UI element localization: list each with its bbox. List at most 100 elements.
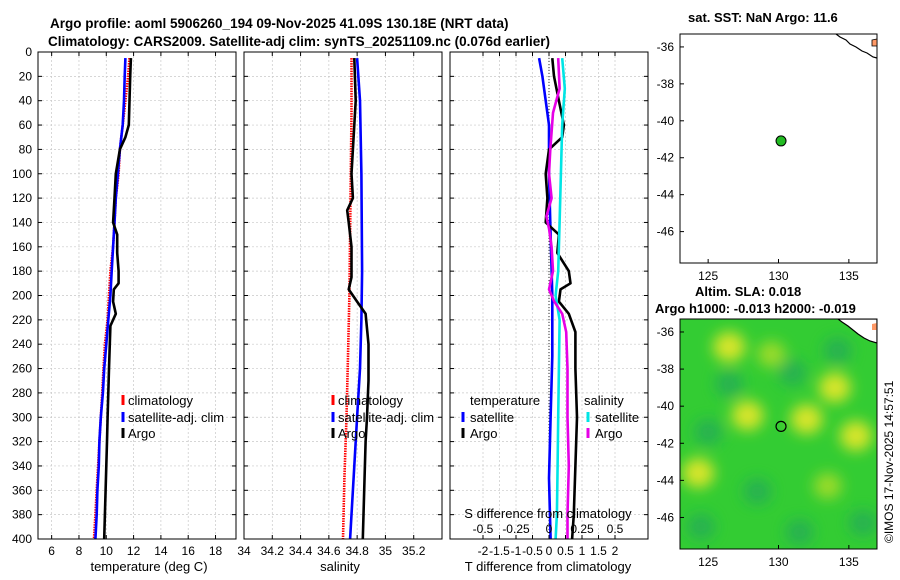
series-line-argo-salinity-	[545, 58, 571, 539]
legend-label-argo: Argo	[338, 426, 365, 441]
sst-map-title: sat. SST: NaN Argo: 11.6	[688, 10, 838, 25]
y-tick-label: 380	[12, 508, 32, 522]
sla-anomaly-mid	[813, 472, 842, 499]
map-x-tick-label: 125	[698, 269, 718, 283]
sla-anomaly-low	[743, 478, 772, 505]
s-tick-label: 0.25	[570, 522, 594, 536]
sla-land-patch	[872, 323, 877, 330]
map-y-tick-label: -42	[657, 151, 675, 165]
s-tick-label: 0	[546, 522, 553, 536]
x-tick-label: -2	[478, 544, 489, 558]
x-tick-label: 6	[48, 544, 55, 558]
x-tick-label: 34	[237, 544, 251, 558]
s-difference-axis-label: S difference from climatology	[464, 506, 632, 521]
y-tick-label: 360	[12, 483, 32, 497]
x-tick-label: 34.6	[317, 544, 341, 558]
map-y-tick-label: -46	[657, 225, 675, 239]
y-tick-label: 320	[12, 435, 32, 449]
sla-coastline	[837, 319, 877, 344]
map-x-tick-label: 130	[768, 269, 788, 283]
series-line-argo	[345, 58, 370, 540]
map-y-tick-label: -36	[657, 325, 675, 339]
sla-anomaly-low	[823, 337, 852, 364]
sla-anomaly-high	[790, 404, 823, 435]
x-tick-label: 10	[100, 544, 114, 558]
sla-map-subtitle: Argo h1000: -0.013 h2000: -0.019	[655, 301, 856, 316]
sla-map: 125 130 135 -36 -38 -40 -42 -44 -46	[657, 318, 878, 569]
legend-label-climatology: climatology	[338, 393, 404, 408]
sla-anomaly-high	[818, 372, 851, 403]
series-line-satellite-salinity-	[554, 57, 567, 540]
series-line-satellite-adj-clim	[94, 58, 127, 540]
x-tick-label: -1	[511, 544, 522, 558]
salinity-panel: 34 34.2 34.4 34.6 34.8 35 35.2 salinity climat…	[237, 51, 443, 574]
y-tick-label: 120	[12, 191, 32, 205]
x-tick-label: 34.8	[345, 544, 369, 558]
x-tick-label: 12	[127, 544, 141, 558]
map-x-tick-label: 135	[839, 269, 859, 283]
sst-map: 125 130 135 -36 -38 -40 -42 -44 -46	[657, 33, 878, 283]
figure-title-line2: Climatology: CARS2009. Satellite-adj cli…	[48, 34, 550, 49]
sla-anomaly-low	[694, 419, 723, 446]
t-difference-axis-label: T difference from climatology	[465, 559, 632, 574]
map-y-tick-label: -40	[657, 114, 675, 128]
legend-label-s-argo: Argo	[595, 426, 622, 441]
s-tick-label: -0.5	[473, 522, 494, 536]
x-tick-label: 16	[182, 544, 196, 558]
legend-label-satellite: satellite-adj. clim	[338, 410, 434, 425]
s-tick-label: 0.5	[607, 522, 624, 536]
x-tick-label: 1.5	[590, 544, 607, 558]
y-tick-label: 180	[12, 264, 32, 278]
x-tick-label: 14	[154, 544, 168, 558]
map-x-tick-label: 125	[698, 555, 718, 569]
map-y-tick-label: -44	[657, 188, 675, 202]
x-tick-label: 2	[612, 544, 619, 558]
sla-anomaly-low	[715, 370, 744, 397]
sla-anomaly-high	[713, 331, 746, 362]
map-x-tick-label: 130	[768, 555, 788, 569]
sla-anomaly-mid	[757, 341, 786, 368]
map-y-tick-label: -42	[657, 436, 675, 450]
y-tick-label: 220	[12, 313, 32, 327]
temperature-axis-label: temperature (deg C)	[90, 559, 207, 574]
y-tick-label: 400	[12, 532, 32, 546]
map-y-tick-label: -38	[657, 362, 675, 376]
x-tick-label: 35.2	[402, 544, 426, 558]
sla-map-title: Altim. SLA: 0.018	[695, 284, 801, 299]
y-tick-label: 300	[12, 410, 32, 424]
x-tick-label: -0.5	[522, 544, 543, 558]
sst-coastline	[835, 33, 878, 59]
x-tick-label: -1.5	[489, 544, 510, 558]
map-y-tick-label: -40	[657, 399, 675, 413]
map-y-tick-label: -46	[657, 510, 675, 524]
x-tick-label: 8	[76, 544, 83, 558]
sla-anomaly-low	[778, 359, 807, 386]
x-tick-label: 0.5	[557, 544, 574, 558]
map-y-tick-label: -38	[657, 77, 675, 91]
x-tick-label: 1	[579, 544, 586, 558]
sla-anomaly-low	[848, 510, 877, 537]
y-tick-label: 160	[12, 240, 32, 254]
legend-label-s-satellite: satellite	[595, 410, 639, 425]
y-tick-label: 40	[19, 94, 33, 108]
x-tick-label: 34.4	[289, 544, 313, 558]
sst-map-background	[679, 33, 878, 264]
y-tick-label: 340	[12, 459, 32, 473]
series-line-climatology	[341, 58, 353, 540]
salinity-axis-label: salinity	[320, 559, 360, 574]
sla-anomaly-high	[682, 457, 715, 488]
s-tick-label: -0.25	[502, 522, 530, 536]
legend-heading-salinity: salinity	[584, 393, 624, 408]
legend-label-satellite: satellite-adj. clim	[128, 410, 224, 425]
legend-heading-temperature: temperature	[470, 393, 540, 408]
figure-title-line1: Argo profile: aoml 5906260_194 09-Nov-20…	[50, 16, 508, 31]
legend-label-t-argo: Argo	[470, 426, 497, 441]
legend-label-t-satellite: satellite	[470, 410, 514, 425]
argo-location-marker-sla	[775, 420, 787, 432]
argo-location-marker	[775, 135, 787, 147]
x-tick-label: 35	[379, 544, 393, 558]
map-y-tick-label: -44	[657, 473, 675, 487]
series-line-argo	[102, 58, 133, 540]
sla-anomaly-high	[839, 420, 872, 451]
